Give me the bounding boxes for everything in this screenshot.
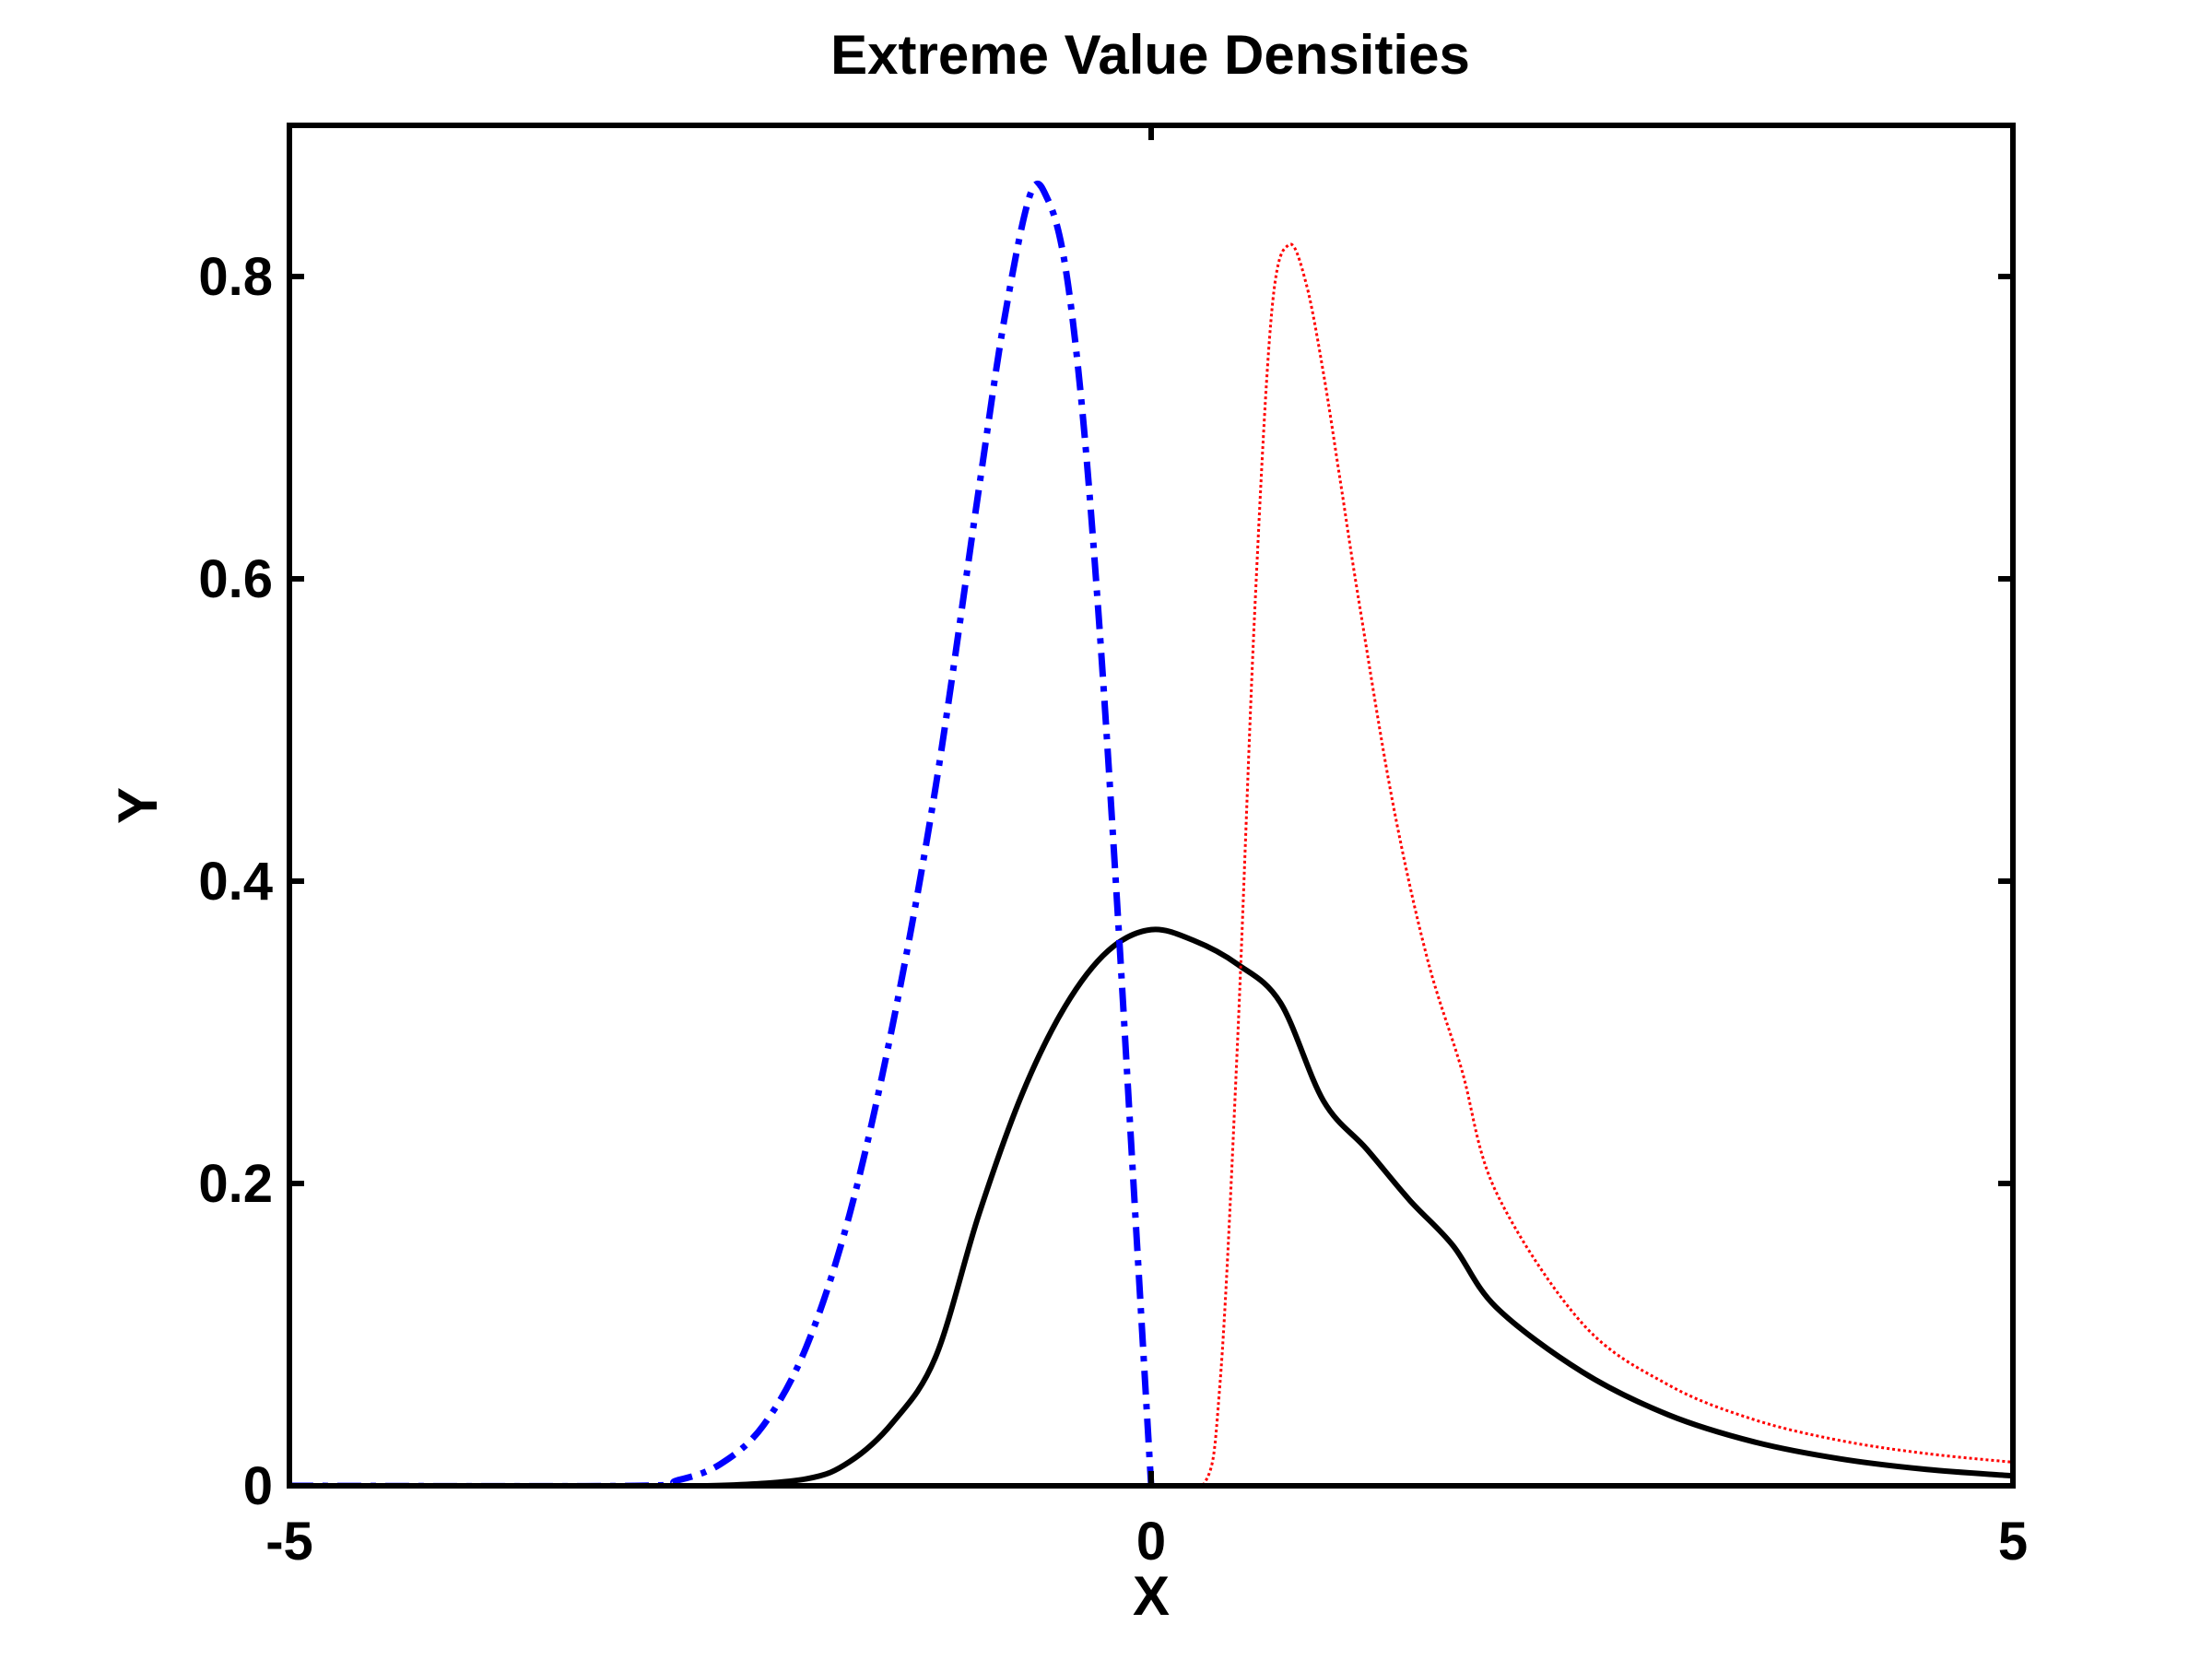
x-tick-label: 0 <box>1136 1512 1166 1572</box>
y-axis-label: Y <box>107 787 169 824</box>
plot-background <box>289 125 2013 1486</box>
series-layer <box>289 180 2013 1486</box>
plot-area <box>287 123 2016 1489</box>
series-line-2 <box>289 180 1155 1486</box>
ticks-layer <box>287 125 2016 1489</box>
x-tick-label: -5 <box>265 1512 313 1572</box>
y-tick-label: 0.6 <box>198 549 273 609</box>
x-tick-labels: -5 0 5 <box>265 1512 2028 1572</box>
y-tick-label: 0.2 <box>198 1154 273 1214</box>
x-axis-label: X <box>1133 1565 1170 1627</box>
y-tick-label: 0 <box>243 1456 273 1516</box>
series-line-1 <box>289 926 2013 1486</box>
series-line-3 <box>1150 242 2013 1486</box>
y-tick-labels: 0 0.2 0.4 0.6 0.8 <box>198 247 273 1516</box>
chart-title: Extreme Value Densities <box>830 24 1470 86</box>
y-tick-label: 0.8 <box>198 247 273 307</box>
x-tick-label: 5 <box>1998 1512 2028 1572</box>
y-tick-label: 0.4 <box>198 852 273 912</box>
